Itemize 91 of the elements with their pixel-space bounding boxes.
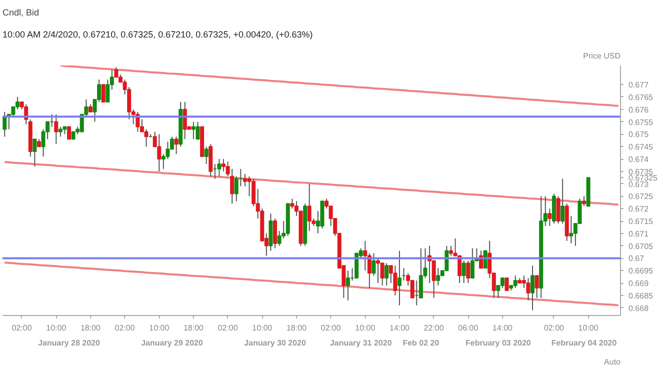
- text: January 30 2020: [244, 338, 306, 348]
- y-tick-label: 0.672: [628, 204, 650, 214]
- y-tick-label: 0.6725: [628, 192, 654, 202]
- y-tick-label: 0.6745: [628, 142, 654, 152]
- candlestick: [67, 126, 72, 140]
- candlestick: [466, 260, 470, 284]
- x-tick-label: 02:00: [114, 324, 136, 332]
- candlestick: [106, 79, 110, 102]
- y-tick-label: 0.668: [628, 304, 650, 313]
- candlestick: [393, 265, 398, 296]
- y-tick-label: 0.6685: [628, 291, 654, 300]
- text: January 29 2020: [141, 338, 204, 348]
- candlestick: [290, 198, 294, 210]
- candlestick: [462, 260, 466, 284]
- y-tick-label: 0.6735: [628, 167, 654, 176]
- y-tick-label: 0.671: [628, 229, 650, 238]
- text: January 28 2020: [38, 338, 100, 348]
- x-tick-label: 14:00: [389, 324, 410, 332]
- y-tick-label: 0.6705: [628, 242, 654, 251]
- y-tick-label: 0.674: [628, 155, 650, 164]
- x-tick-label: 18:00: [183, 324, 204, 332]
- candlestick: [376, 258, 380, 284]
- candlestick: [174, 136, 178, 155]
- candlestick: [346, 270, 350, 301]
- x-tick-label: 10:00: [355, 324, 376, 332]
- candlestick: [196, 121, 200, 140]
- line-series: [4, 262, 620, 306]
- candlestick: [157, 134, 162, 172]
- x-tick-label: 22:00: [424, 324, 444, 332]
- candlestick: [582, 196, 586, 207]
- x-tick-label: 02:00: [12, 324, 32, 332]
- y-tick-label: 0.677: [628, 80, 650, 90]
- text: January 31 2020: [330, 338, 392, 348]
- y-axis-title: Price USD: [583, 52, 621, 60]
- y-tick-label: 0.6715: [628, 217, 654, 226]
- candlestick: [534, 275, 539, 298]
- y-tick-label: 0.6755: [628, 118, 654, 127]
- x-tick-label: 10:00: [252, 324, 273, 332]
- x-tick-label: 10:00: [149, 324, 170, 332]
- line-series: [59, 66, 620, 107]
- y-tick-label: 0.6765: [628, 93, 654, 102]
- chart-subtitle: 10:00 AM 2/4/2020, 0.67210, 0.67325, 0.67210, 0.67325, +0.00420, (+0.63%): [2, 30, 313, 40]
- candlestick: [273, 218, 278, 249]
- candlestick: [418, 248, 423, 298]
- x-tick-label: 02:00: [218, 324, 238, 332]
- candlestick: [380, 262, 384, 286]
- candlestick: [530, 265, 535, 311]
- x-tick-label: 18:00: [80, 324, 102, 332]
- x-tick-label: 10:00: [46, 324, 67, 332]
- candlestick: [569, 216, 574, 244]
- candlestick: [560, 178, 565, 224]
- candlestick: [367, 252, 372, 288]
- candlestick: [54, 114, 58, 145]
- candlestick: [204, 146, 208, 164]
- text: February 04 2020: [551, 338, 618, 348]
- candlestick: [504, 278, 509, 291]
- candlestick: [58, 126, 62, 138]
- y-tick-label: 0.669: [628, 279, 650, 288]
- x-tick-label: 18:00: [286, 324, 308, 332]
- x-tick-label: 02:00: [320, 324, 342, 332]
- candlestick: [470, 248, 474, 279]
- candlestick: [526, 278, 530, 301]
- y-tick-label: 0.6695: [628, 266, 654, 276]
- candlestick: [483, 250, 488, 269]
- candlestick: [101, 84, 106, 102]
- candlestick: [458, 255, 462, 284]
- text: February 03 2020: [466, 338, 532, 348]
- x-tick-label: 14:00: [492, 324, 514, 332]
- y-tick-label: 0.675: [628, 130, 650, 140]
- candlestick: [397, 250, 402, 306]
- candlestick: [436, 268, 440, 286]
- candlestick: [500, 278, 504, 288]
- candlestick: [2, 111, 7, 138]
- y-tick-label: 0.67: [628, 254, 645, 264]
- text: Auto: [604, 358, 622, 366]
- candlestick: [222, 158, 226, 172]
- candlestick: [144, 128, 148, 148]
- candlestick: [513, 275, 518, 288]
- x-tick-label: 06:00: [458, 324, 479, 332]
- x-tick-label: 10:00: [578, 324, 599, 332]
- candlestick: [307, 183, 312, 232]
- candlestick: [363, 240, 368, 272]
- candlestick: [384, 262, 389, 286]
- chart-title: Cndl, Bid: [2, 8, 40, 18]
- text: Feb 02 20: [402, 338, 440, 348]
- candlestick: [32, 138, 37, 167]
- x-tick-label: 02:00: [544, 324, 565, 332]
- candlestick: [217, 158, 222, 177]
- y-tick-label: 0.676: [628, 105, 650, 114]
- candlestick: [372, 252, 376, 276]
- candlestick: [548, 208, 552, 226]
